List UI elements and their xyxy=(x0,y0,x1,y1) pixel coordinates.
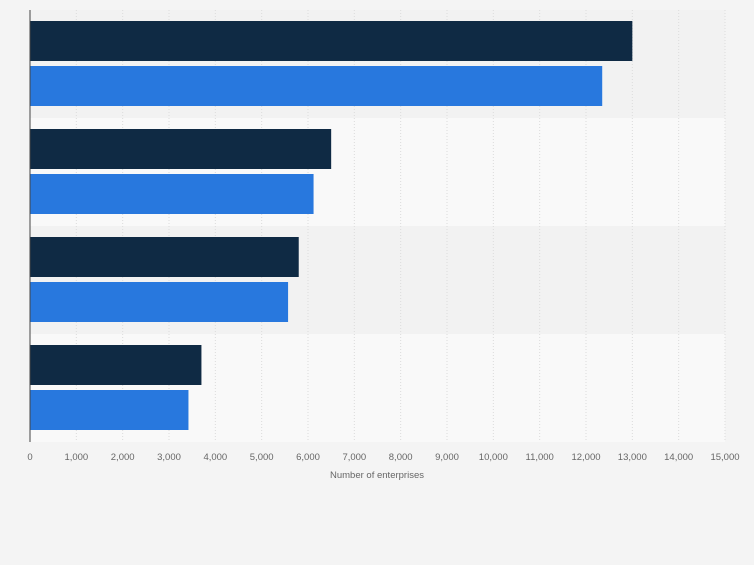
bars xyxy=(30,21,633,430)
x-tick-label: 4,000 xyxy=(203,452,227,463)
x-tick-label: 5,000 xyxy=(250,452,274,463)
x-tick-label: 7,000 xyxy=(342,452,366,463)
x-tick-label: 12,000 xyxy=(571,452,600,463)
x-tick-label: 1,000 xyxy=(64,452,88,463)
bar xyxy=(30,174,314,214)
x-tick-label: 8,000 xyxy=(389,452,413,463)
x-tick-label: 15,000 xyxy=(710,452,739,463)
x-axis-tick-labels: 0 1,000 2,000 3,000 4,000 5,000 6,000 7,000 8,00… xyxy=(27,452,739,463)
x-tick-label: 13,000 xyxy=(618,452,647,463)
bar xyxy=(30,21,633,61)
x-axis-label: Number of enterprises xyxy=(330,470,424,481)
x-tick-label: 0 xyxy=(27,452,32,463)
x-tick-label: 2,000 xyxy=(111,452,135,463)
bar xyxy=(30,345,202,385)
x-tick-label: 10,000 xyxy=(479,452,508,463)
bar xyxy=(30,282,289,322)
bar xyxy=(30,129,332,169)
x-tick-label: 3,000 xyxy=(157,452,181,463)
x-tick-label: 9,000 xyxy=(435,452,459,463)
bar xyxy=(30,390,189,430)
x-tick-label: 14,000 xyxy=(664,452,693,463)
x-tick-label: 6,000 xyxy=(296,452,320,463)
bar xyxy=(30,66,603,106)
x-tick-label: 11,000 xyxy=(525,452,553,463)
bar xyxy=(30,237,299,277)
